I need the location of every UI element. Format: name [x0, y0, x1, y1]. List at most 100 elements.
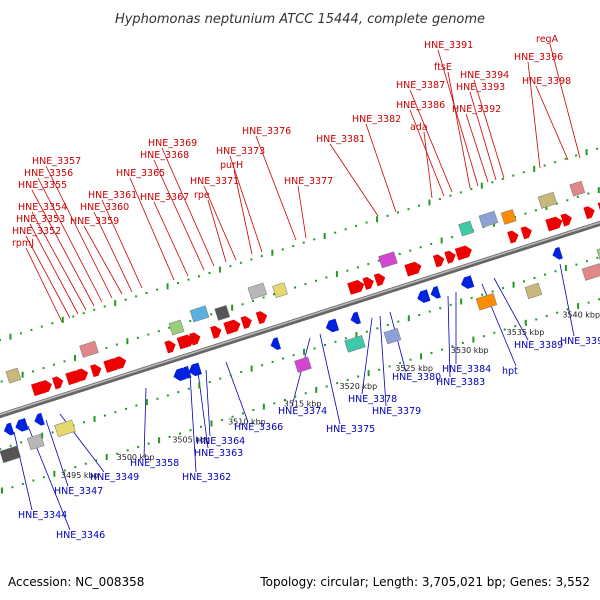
reverse-gene-arrow: [34, 412, 45, 426]
gene-label-top: HNE_3368: [140, 150, 189, 161]
gene-label-bottom: HNE_3347: [54, 486, 103, 497]
tick-mark: [543, 164, 546, 167]
tick-mark: [472, 336, 475, 343]
gene-label-bottom: HNE_3346: [56, 530, 105, 541]
tick-mark: [0, 339, 1, 342]
forward-gene-arrow: [432, 254, 445, 268]
tick-mark: [218, 266, 221, 273]
top-label-connector: [549, 43, 581, 159]
tick-mark: [177, 281, 180, 284]
tick-mark: [302, 241, 305, 244]
top-label-connector: [255, 135, 297, 241]
top-label-connector: [229, 155, 263, 253]
tick-mark: [355, 224, 358, 227]
tick-mark: [53, 363, 56, 366]
gene-label-bottom: HNE_3363: [194, 448, 243, 459]
reverse-gene-arrow: [350, 311, 361, 325]
tick-mark: [103, 305, 106, 308]
bottom-label-connector: [559, 263, 575, 337]
backbone-highlight: [0, 221, 600, 416]
tick-mark: [283, 398, 286, 401]
feature-box: [478, 210, 499, 228]
scale-ticks: 3495 kbp 3500 kbp 3505 kbp 3510 kbp 3515 kbp…: [0, 147, 600, 494]
tick-mark: [252, 409, 255, 412]
tick-mark: [135, 295, 138, 298]
tick-mark: [124, 407, 127, 410]
map-title: Hyphomonas neptunium ATCC 15444, complet…: [115, 12, 485, 27]
tick-mark: [114, 411, 117, 414]
tick-mark: [156, 397, 159, 400]
top-label-connector: [365, 123, 397, 213]
feature-box: [272, 282, 288, 299]
tick-mark: [168, 326, 171, 329]
tick-mark: [241, 412, 244, 415]
tick-mark: [292, 354, 295, 357]
tick-mark: [166, 283, 169, 290]
tick-mark: [367, 370, 370, 377]
tick-mark: [32, 479, 35, 482]
top-label-connector: [153, 201, 189, 277]
accession-text: Accession: NC_008358: [8, 575, 144, 589]
tick-mark: [407, 315, 410, 322]
tick-mark: [20, 441, 23, 444]
tick-mark: [493, 331, 496, 334]
tick-mark: [231, 415, 234, 418]
scale-tick-label: 3505 kbp: [172, 435, 210, 444]
forward-gene-arrow: [507, 230, 519, 244]
reverse-gene-arrow: [552, 246, 563, 260]
gene-label-bottom: HNE_3362: [182, 472, 231, 483]
gene-label-top: HNE_3398: [522, 76, 571, 87]
top-label-connector: [161, 147, 215, 267]
tick-mark: [417, 204, 420, 207]
tick-mark: [126, 338, 129, 345]
tick-mark: [252, 299, 255, 302]
tick-mark: [197, 275, 200, 278]
tick-mark: [596, 147, 599, 150]
tick-mark: [535, 318, 538, 321]
tick-mark: [378, 368, 381, 371]
gene-label-top: HNE_3376: [242, 126, 291, 137]
tick-mark: [524, 212, 527, 215]
gene-label-top: HNE_3360: [80, 202, 129, 213]
gene-label-bottom: HNE_3395: [560, 336, 600, 347]
tick-mark: [219, 377, 222, 380]
tick-mark: [82, 312, 85, 315]
forward-gene-arrow: [362, 276, 374, 290]
tick-mark: [147, 333, 150, 336]
gene-label-top: HNE_3371: [190, 176, 239, 187]
gene-label-top: HNE_3356: [24, 168, 73, 179]
forward-gene-arrow: [240, 316, 252, 329]
gene-label-bottom: HNE_3344: [18, 510, 67, 521]
tick-mark: [491, 181, 494, 184]
genome-summary-text: Topology: circular; Length: 3,705,021 bp…: [259, 575, 590, 589]
gene-label-top: HNE_3352: [12, 226, 61, 237]
feature-box: [581, 263, 600, 281]
tick-mark: [73, 354, 76, 361]
reverse-gene-arrow: [15, 418, 29, 432]
gene-label-top: HNE_3365: [116, 168, 165, 179]
tick-mark: [63, 360, 66, 363]
tick-mark: [344, 337, 347, 340]
tick-mark: [460, 298, 463, 305]
bottom-label-connector: [189, 373, 197, 473]
tick-mark: [376, 216, 379, 223]
tick-mark: [503, 328, 506, 331]
scale-tick-label: 3520 kbp: [339, 382, 377, 391]
tick-mark: [313, 347, 316, 350]
tick-mark: [250, 365, 253, 372]
gene-label-bottom: HNE_3374: [278, 406, 327, 417]
tick-mark: [156, 288, 159, 291]
forward-gene-arrow: [210, 325, 222, 339]
gene-label-top: HNE_3357: [32, 156, 81, 167]
tick-mark: [419, 246, 422, 249]
tick-mark: [397, 320, 400, 323]
tick-mark: [93, 308, 96, 311]
gene-label-top: HNE_3355: [18, 180, 67, 191]
tick-mark: [449, 303, 452, 306]
tick-mark: [376, 327, 379, 330]
tick-mark: [0, 380, 3, 383]
tick-mark: [461, 341, 464, 344]
top-label-connector: [423, 131, 433, 199]
reverse-gene-arrow: [181, 365, 192, 379]
top-label-connector: [129, 177, 175, 281]
